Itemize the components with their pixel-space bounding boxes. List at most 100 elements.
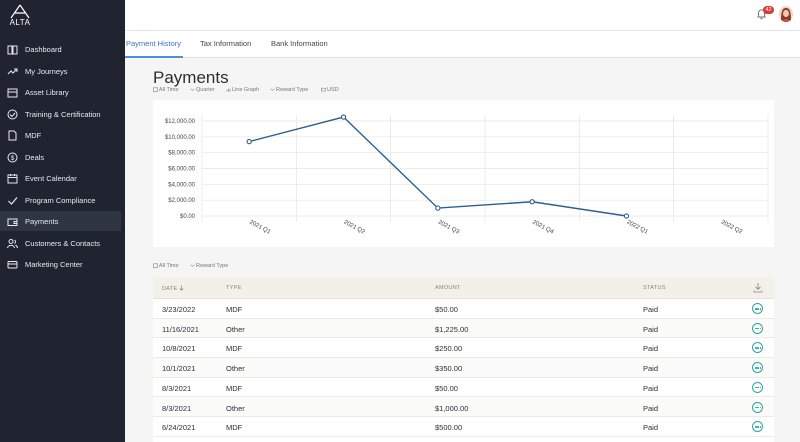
more-options-icon[interactable] bbox=[752, 303, 763, 314]
cell-date: 6/24/2021 bbox=[162, 423, 196, 433]
calendar-icon bbox=[7, 174, 18, 184]
sidebar-item-customers-contacts[interactable]: Customers & Contacts bbox=[0, 233, 121, 253]
filter-label: Line Graph bbox=[232, 87, 260, 93]
user-avatar-icon bbox=[779, 6, 793, 22]
sidebar-item-label: Payments bbox=[25, 217, 59, 226]
sidebar-item-label: MDF bbox=[25, 131, 42, 140]
more-options-icon[interactable] bbox=[752, 322, 763, 334]
sidebar-item-deals[interactable]: $ Deals bbox=[0, 147, 121, 167]
more-options-icon[interactable] bbox=[752, 342, 763, 354]
table-row[interactable]: 3/23/2022 MDF $50.00 Paid bbox=[153, 299, 774, 319]
table-row[interactable]: 8/3/2021 MDF $50.00 Paid bbox=[153, 378, 774, 398]
filter-label: Reward Type bbox=[196, 263, 229, 269]
top-bar bbox=[125, 0, 800, 31]
filter-reward-type[interactable]: Reward Type bbox=[270, 87, 308, 93]
sidebar-item-payments[interactable]: Payments bbox=[0, 211, 121, 231]
data-point[interactable] bbox=[435, 205, 441, 211]
dollar-icon: $ bbox=[7, 152, 18, 163]
sidebar-item-training[interactable]: Training & Certification bbox=[0, 104, 121, 124]
page-title: Payments bbox=[153, 68, 229, 87]
sidebar-item-label: Customers & Contacts bbox=[25, 239, 101, 248]
payments-chart: $12,000.00 $10,000.00 $8,000.00 $6,000.00 $4… bbox=[153, 100, 774, 247]
more-options-icon[interactable] bbox=[752, 421, 763, 433]
more-options-icon[interactable] bbox=[752, 401, 763, 413]
tab-bar: Payment History Tax Information Bank Inf… bbox=[125, 31, 800, 58]
logo-mark-icon bbox=[10, 4, 30, 19]
bell-icon[interactable] bbox=[756, 8, 767, 20]
svg-text:$: $ bbox=[11, 155, 15, 162]
tab-tax-information[interactable]: Tax Information bbox=[200, 39, 252, 48]
filter-time-range[interactable]: All Time bbox=[153, 263, 179, 269]
table-header: DATE TYPE AMOUNT STATUS bbox=[153, 277, 774, 299]
card-icon bbox=[7, 261, 18, 269]
cell-date: 8/3/2021 bbox=[162, 383, 192, 393]
cell-amount: $350.00 bbox=[435, 364, 463, 374]
table-row[interactable]: 10/1/2021 Other $350.00 Paid bbox=[153, 358, 774, 378]
column-header-date[interactable]: DATE bbox=[162, 285, 184, 292]
filter-period[interactable]: Quarter bbox=[190, 87, 215, 93]
series-line bbox=[248, 116, 627, 217]
column-header-label: DATE bbox=[162, 286, 178, 292]
chevron-down-icon bbox=[190, 88, 195, 91]
cell-type: MDF bbox=[226, 305, 243, 314]
filter-reward-type[interactable]: Reward Type bbox=[190, 263, 228, 269]
cell-date: 10/8/2021 bbox=[162, 344, 196, 354]
x-tick-label: 2021 Q3 bbox=[437, 219, 461, 235]
sidebar-item-asset-library[interactable]: Asset Library bbox=[0, 82, 121, 102]
x-tick-label: 2022 Q1 bbox=[626, 219, 650, 235]
filter-chart-type[interactable]: Line Graph bbox=[226, 87, 259, 93]
data-point[interactable] bbox=[529, 199, 535, 205]
more-options-icon[interactable] bbox=[752, 381, 763, 393]
cell-type: MDF bbox=[226, 344, 243, 354]
filter-time-range[interactable]: All Time bbox=[153, 87, 179, 93]
line-chart: $12,000.00 $10,000.00 $8,000.00 $6,000.00 $4… bbox=[165, 114, 769, 236]
sidebar-item-marketing-center[interactable]: Marketing Center bbox=[0, 254, 121, 274]
logo-text: ALTA bbox=[9, 18, 31, 27]
table-row[interactable]: 10/8/2021 MDF $250.00 Paid bbox=[153, 338, 774, 359]
x-tick-label: 2021 Q1 bbox=[248, 219, 272, 235]
sidebar-item-label: Program Compliance bbox=[25, 196, 96, 205]
table-row[interactable]: 6/24/2021 MDF $500.00 Paid bbox=[153, 417, 774, 437]
sidebar-item-dashboard[interactable]: Dashboard bbox=[0, 39, 121, 59]
cell-status: Paid bbox=[643, 305, 659, 314]
filter-currency[interactable]: USD bbox=[321, 87, 339, 93]
avatar[interactable] bbox=[779, 6, 793, 22]
cell-amount: $250.00 bbox=[435, 344, 463, 354]
more-options-icon[interactable] bbox=[752, 362, 763, 374]
sidebar-item-label: Event Calendar bbox=[25, 174, 77, 183]
x-tick-label: 2022 Q2 bbox=[720, 219, 744, 235]
sidebar-item-label: Asset Library bbox=[25, 88, 69, 97]
sidebar-item-label: Marketing Center bbox=[25, 260, 83, 269]
cell-amount: $500.00 bbox=[435, 423, 463, 433]
table-row[interactable]: 11/16/2021 Other $1,225.00 Paid bbox=[153, 318, 774, 339]
money-icon bbox=[321, 87, 326, 92]
x-tick-label: 2021 Q4 bbox=[531, 219, 555, 235]
document-icon bbox=[8, 130, 17, 141]
calendar-icon bbox=[153, 263, 158, 268]
sidebar-item-my-journeys[interactable]: My Journeys bbox=[0, 61, 121, 81]
y-tick-label: $10,000.00 bbox=[165, 135, 196, 141]
active-tab-indicator bbox=[125, 56, 183, 58]
cell-date: 8/3/2021 bbox=[162, 403, 192, 413]
download-icon[interactable] bbox=[753, 282, 763, 293]
filter-label: Quarter bbox=[196, 87, 215, 93]
alta-logo[interactable]: ALTA bbox=[8, 4, 32, 27]
column-header-type: TYPE bbox=[226, 285, 242, 291]
data-point[interactable] bbox=[246, 138, 252, 145]
sidebar-item-label: Deals bbox=[25, 153, 45, 162]
chevron-down-icon bbox=[270, 88, 275, 91]
y-tick-label: $4,000.00 bbox=[168, 182, 195, 188]
tab-payment-history[interactable]: Payment History bbox=[126, 39, 182, 48]
tab-bank-information[interactable]: Bank Information bbox=[271, 39, 328, 48]
table-row[interactable]: 8/3/2021 Other $1,000.00 Paid bbox=[153, 397, 774, 418]
sidebar-item-mdf[interactable]: MDF bbox=[0, 125, 121, 145]
data-point[interactable] bbox=[623, 213, 630, 219]
data-point[interactable] bbox=[340, 114, 347, 120]
sidebar-item-program-compliance[interactable]: Program Compliance bbox=[0, 190, 121, 210]
bar-chart-icon bbox=[226, 88, 231, 92]
filter-label: Reward Type bbox=[276, 87, 309, 93]
sidebar-item-event-calendar[interactable]: Event Calendar bbox=[0, 168, 121, 188]
cell-amount: $1,000.00 bbox=[435, 403, 469, 413]
sidebar-item-label: Dashboard bbox=[25, 45, 62, 54]
calendar-icon bbox=[153, 87, 158, 92]
